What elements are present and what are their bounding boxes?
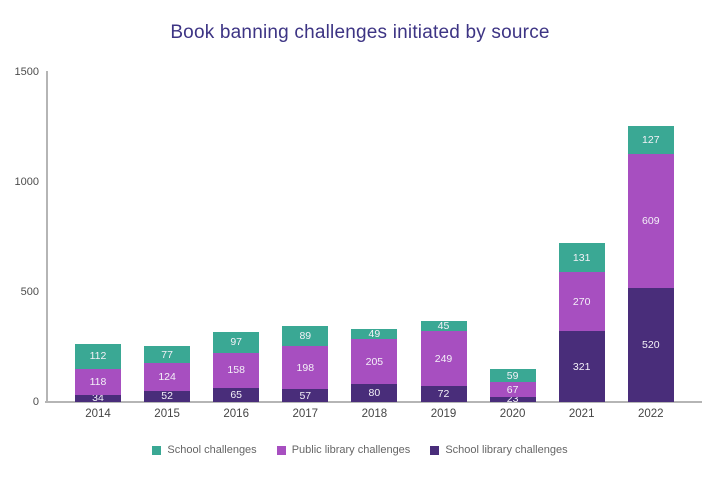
bar-segment: 72 [420,386,467,402]
x-tick-label: 2017 [292,408,319,420]
segment-value-label: 205 [365,355,384,368]
segment-value-label: 270 [572,295,591,308]
segment-value-label: 89 [299,330,312,343]
legend-item: School library challenges [430,444,568,456]
segment-value-label: 59 [506,369,519,382]
bar-segment: 80 [351,384,398,402]
segment-value-label: 249 [434,352,453,365]
x-tick-label: 2019 [430,408,457,420]
segment-value-label: 118 [89,375,107,388]
bar-segment: 52 [144,390,191,403]
x-tick-label: 2021 [568,408,595,420]
segment-value-label: 77 [161,348,173,361]
bar-segment: 112 [75,343,121,369]
segment-value-label: 49 [368,327,381,340]
legend-swatch-icon [152,445,162,455]
segment-value-label: 23 [506,393,519,406]
bar-segment: 57 [282,389,329,402]
segment-value-label: 198 [296,361,315,374]
bar-segment: 49 [351,327,398,340]
segment-value-label: 72 [437,388,450,401]
bar-segment: 124 [144,363,191,391]
x-tick-label: 2020 [499,408,526,420]
x-axis-line [45,401,702,403]
x-tick-label: 2014 [85,408,111,420]
segment-value-label: 52 [161,390,173,403]
legend-item: Public library challenges [276,444,411,456]
bar-segment: 23 [489,393,536,406]
segment-value-label: 124 [158,370,176,383]
segment-value-label: 127 [642,133,660,146]
legend-label: Public library challenges [291,444,411,456]
bar-segment: 127 [627,125,674,154]
x-tick-label: 2018 [361,408,388,420]
bar-segment: 249 [420,331,467,387]
segment-value-label: 112 [89,350,107,363]
segment-value-label: 57 [299,389,312,402]
legend: School challenges Public library challeng… [0,444,720,456]
bar-segment: 321 [558,331,605,402]
segment-value-label: 45 [437,320,450,333]
y-tick-label: 0 [32,396,39,408]
x-tick-label: 2016 [223,408,249,420]
segment-value-label: 67 [506,383,519,396]
segment-value-label: 520 [642,338,660,351]
chart-title: Book banning challenges initiated by sou… [170,22,550,43]
bar-segment: 131 [558,243,605,272]
legend-swatch-icon [276,445,286,455]
legend-swatch-icon [430,445,440,455]
bar-segment: 34 [75,392,121,405]
segment-value-label: 65 [230,388,243,401]
y-tick-label: 500 [20,286,39,298]
x-tick-label: 2015 [154,408,180,420]
segment-value-label: 609 [642,214,660,227]
segment-value-label: 131 [572,251,591,264]
bar-segment: 118 [75,368,121,395]
segment-value-label: 158 [227,364,245,377]
bar-segment: 97 [213,331,260,353]
legend-label: School library challenges [445,444,568,456]
segment-value-label: 321 [572,360,591,373]
bar-segment: 65 [213,387,260,402]
y-tick-label: 1500 [14,66,39,78]
bar-segment: 609 [627,153,674,288]
segment-value-label: 34 [92,392,104,405]
bar-segment: 158 [213,352,260,388]
bar-segment: 205 [351,339,398,385]
bar-segment: 520 [627,287,674,402]
bar-segment: 270 [558,271,605,332]
bar-segment: 67 [489,382,536,397]
bar-segment: 77 [144,346,191,364]
legend-label: School challenges [167,444,257,456]
legend-item: School challenges [152,444,257,456]
bar-segment: 45 [420,320,467,333]
bar-segment: 89 [282,326,329,346]
y-axis-line [46,71,48,403]
y-tick-label: 1000 [14,176,39,188]
segment-value-label: 80 [368,387,381,400]
bar-segment: 59 [489,369,536,383]
x-tick-label: 2022 [638,408,664,420]
segment-value-label: 97 [230,336,243,349]
bar-segment: 198 [282,345,329,390]
